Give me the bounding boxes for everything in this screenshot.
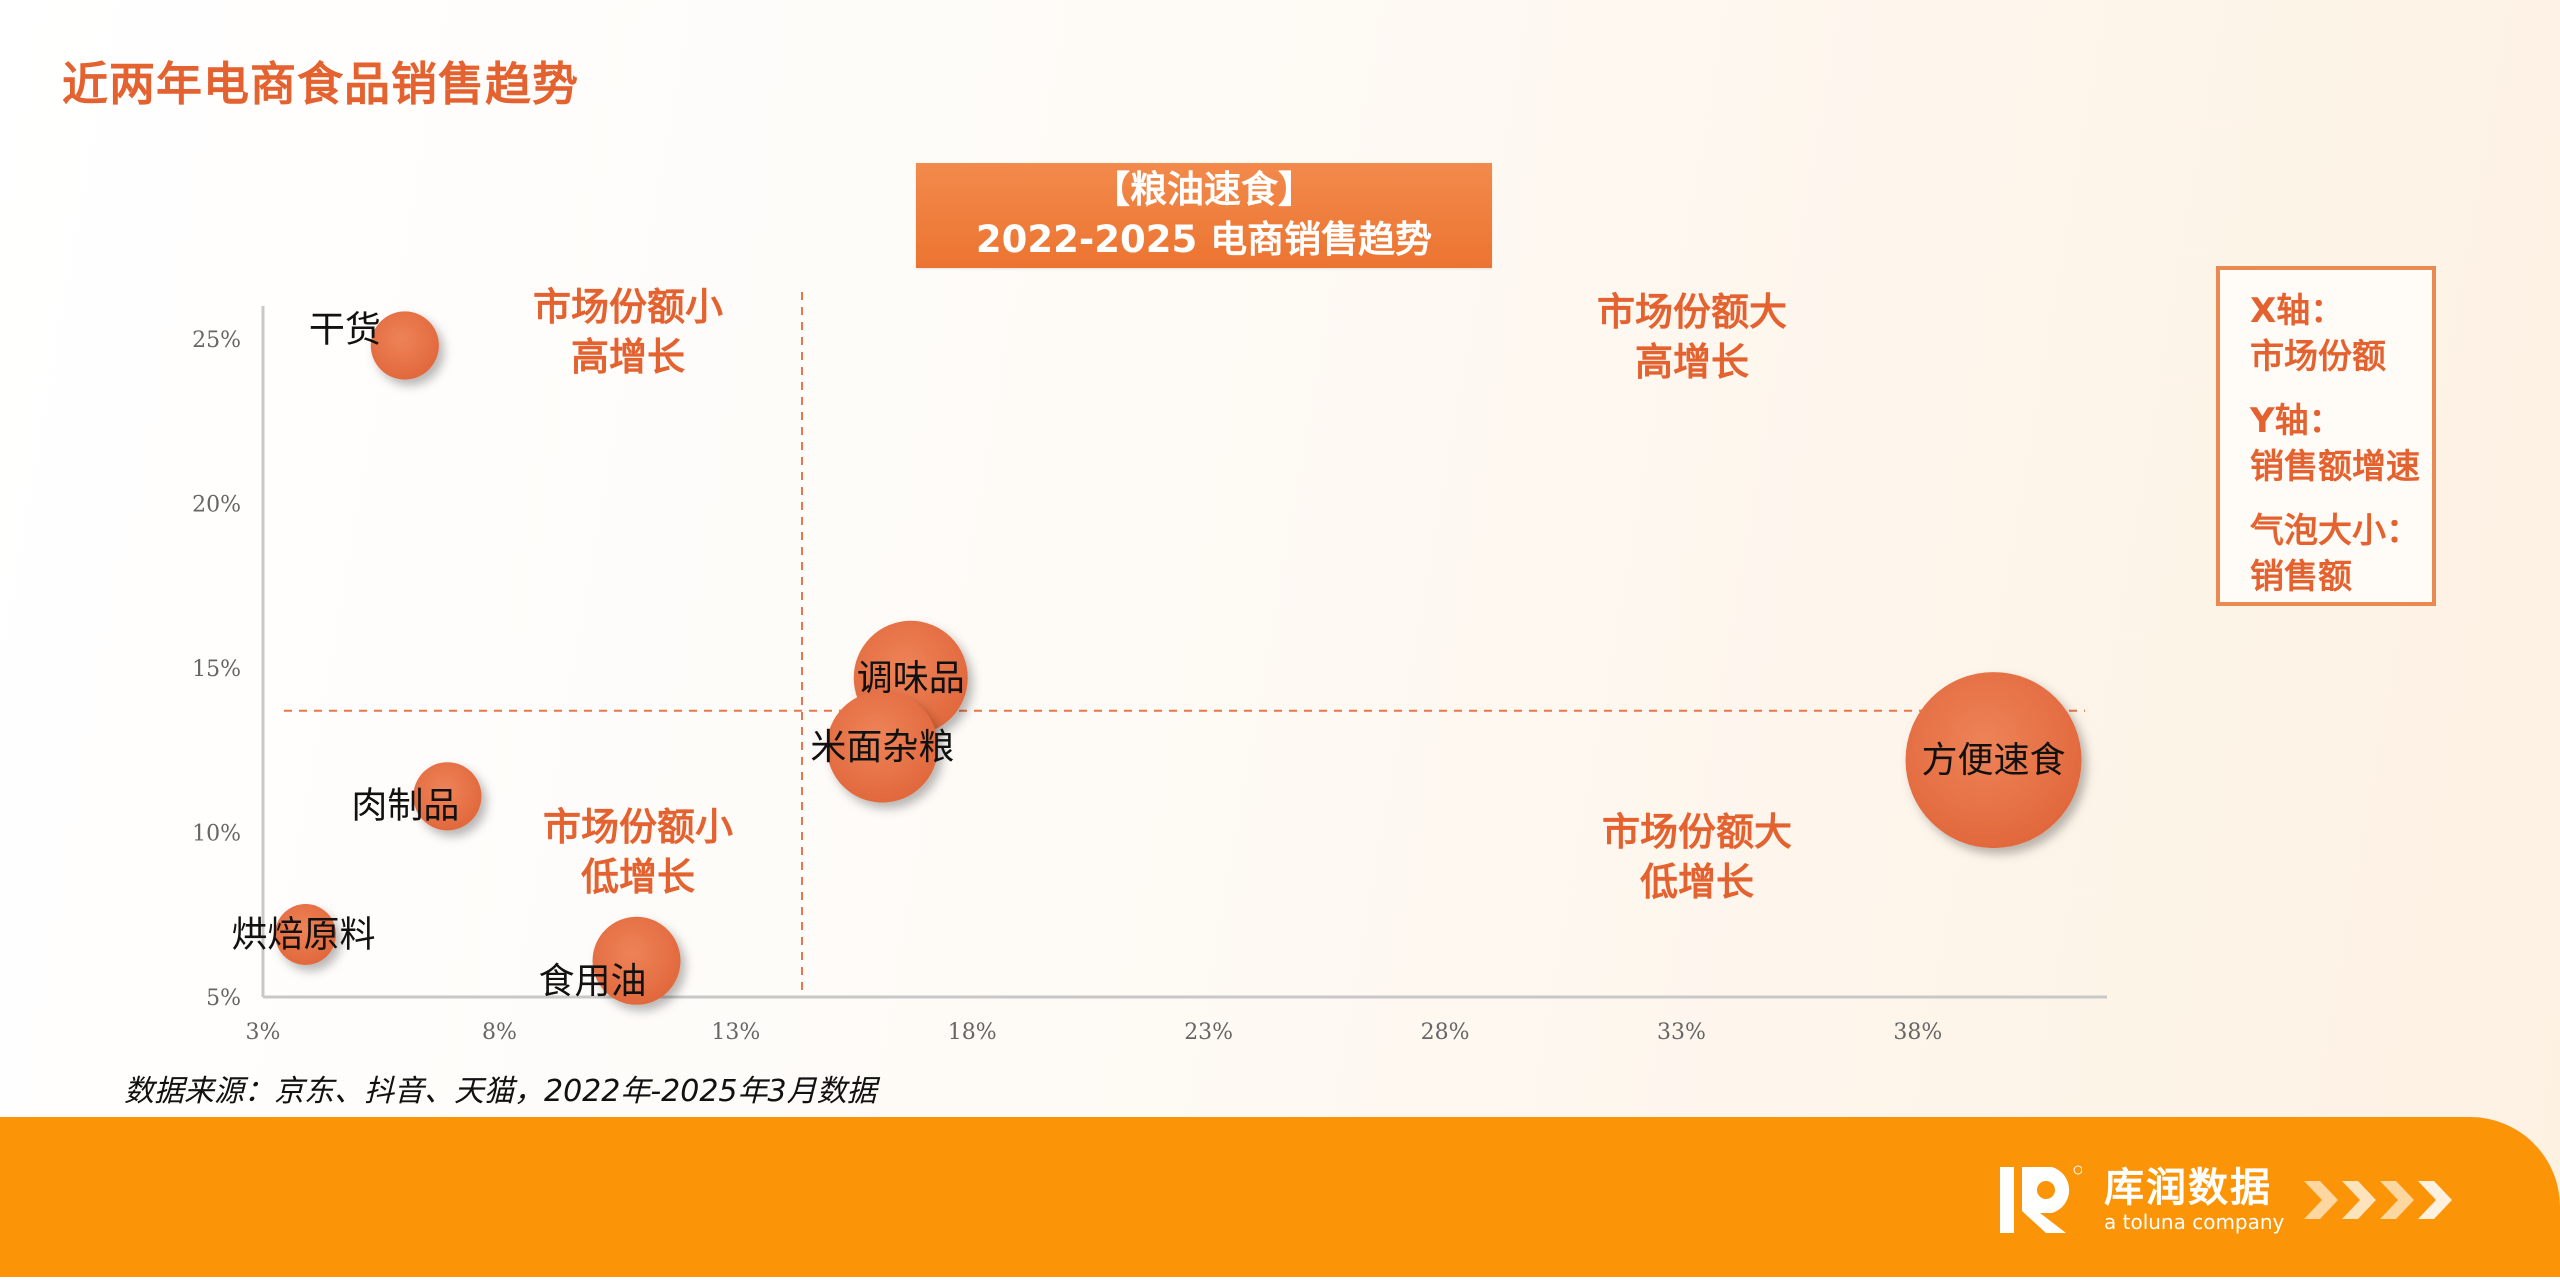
chart-axes: 3% 8% 13% 18% 23% 28% 33% 38% 5% 10% 15% 20% 25% — [192, 306, 2107, 1045]
quadrant-label-top-left: 高增长 — [571, 335, 685, 379]
bubble-label: 调味品 — [857, 658, 965, 699]
brand-name-en: a toluna company — [2104, 1210, 2285, 1234]
page-title: 近两年电商食品销售趋势 — [62, 57, 579, 111]
data-source-note: 数据来源：京东、抖音、天猫，2022年-2025年3月数据 — [124, 1074, 877, 1109]
kr-logo-icon — [2000, 1165, 2082, 1233]
quadrant-label-bottom-left: 低增长 — [581, 855, 695, 899]
bubble-point — [413, 762, 482, 831]
legend-size-label: 气泡大小： — [2250, 511, 2420, 551]
x-tick-label: 28% — [1421, 1020, 1470, 1045]
bubble-point — [592, 916, 681, 1005]
x-tick-label: 23% — [1184, 1020, 1233, 1045]
brand: 库润数据 a toluna company — [2000, 1160, 2456, 1240]
bubble-label: 方便速食 — [1922, 740, 2066, 781]
legend-bubble-size: 气泡大小： 销售额 — [2250, 508, 2432, 600]
bubble-label: 干货 — [309, 309, 381, 350]
bubble-label: 肉制品 — [351, 785, 459, 826]
brand-name-cn: 库润数据 — [2104, 1165, 2272, 1211]
legend-x-axis: X轴： 市场份额 — [2250, 288, 2432, 380]
legend-x-value: 市场份额 — [2250, 337, 2386, 377]
legend-y-label: Y轴： — [2250, 401, 2343, 441]
x-tick-label: 8% — [482, 1020, 517, 1045]
quadrant-label-top-left: 市场份额小 — [533, 285, 723, 329]
footer-bottom-strip — [0, 1277, 2560, 1280]
legend-y-axis: Y轴： 销售额增速 — [2250, 398, 2432, 490]
y-tick-label: 20% — [192, 492, 241, 517]
x-tick-label: 18% — [948, 1020, 997, 1045]
chevron-right-icon — [2380, 1181, 2415, 1219]
y-tick-label: 25% — [192, 328, 241, 353]
chevron-right-icon — [2342, 1181, 2377, 1219]
bubble-label: 烘焙原料 — [232, 914, 376, 955]
bubble-chart: 3% 8% 13% 18% 23% 28% 33% 38% 5% 10% 15% 20% 25% 市场份… — [192, 285, 2107, 1045]
reference-lines — [284, 292, 2085, 997]
chevron-right-icon — [2418, 1181, 2453, 1219]
bubble-label: 米面杂粮 — [810, 727, 954, 768]
footer-band — [0, 1117, 2560, 1277]
quadrant-label-top-right: 高增长 — [1635, 340, 1749, 384]
brand-text: 库润数据 a toluna company — [2104, 1166, 2284, 1234]
chevron-right-icon — [2304, 1181, 2339, 1219]
y-tick-label: 15% — [192, 657, 241, 682]
bubble-point — [275, 903, 337, 965]
x-tick-label: 38% — [1893, 1020, 1942, 1045]
legend-x-label: X轴： — [2250, 291, 2345, 331]
x-tick-label: 13% — [711, 1020, 760, 1045]
axis-legend-box: X轴： 市场份额 Y轴： 销售额增速 气泡大小： 销售额 — [2216, 266, 2436, 606]
chevron-arrows — [2304, 1181, 2456, 1219]
bubble-point — [826, 691, 939, 803]
bubble-point — [370, 311, 439, 380]
chart-title-box: 【粮油速食】 2022-2025 电商销售趋势 — [916, 163, 1492, 268]
x-tick-label: 33% — [1657, 1020, 1706, 1045]
bubble-point — [1905, 672, 2082, 849]
quadrant-label-top-right: 市场份额大 — [1597, 290, 1787, 334]
bubble-label: 食用油 — [539, 961, 647, 1002]
x-tick-label: 3% — [246, 1020, 281, 1045]
chart-title-line2: 2022-2025 电商销售趋势 — [975, 218, 1433, 261]
quadrant-label-bottom-left: 市场份额小 — [543, 805, 733, 849]
y-tick-label: 10% — [192, 821, 241, 846]
quadrant-label-bottom-right: 市场份额大 — [1602, 810, 1792, 854]
legend-size-value: 销售额 — [2250, 557, 2352, 597]
quadrant-label-bottom-right: 低增长 — [1640, 860, 1754, 904]
bubbles — [275, 311, 2082, 1005]
chart-title-line1: 【粮油速食】 — [1093, 168, 1315, 211]
y-tick-label: 5% — [206, 986, 241, 1011]
legend-y-value: 销售额增速 — [2250, 447, 2420, 487]
